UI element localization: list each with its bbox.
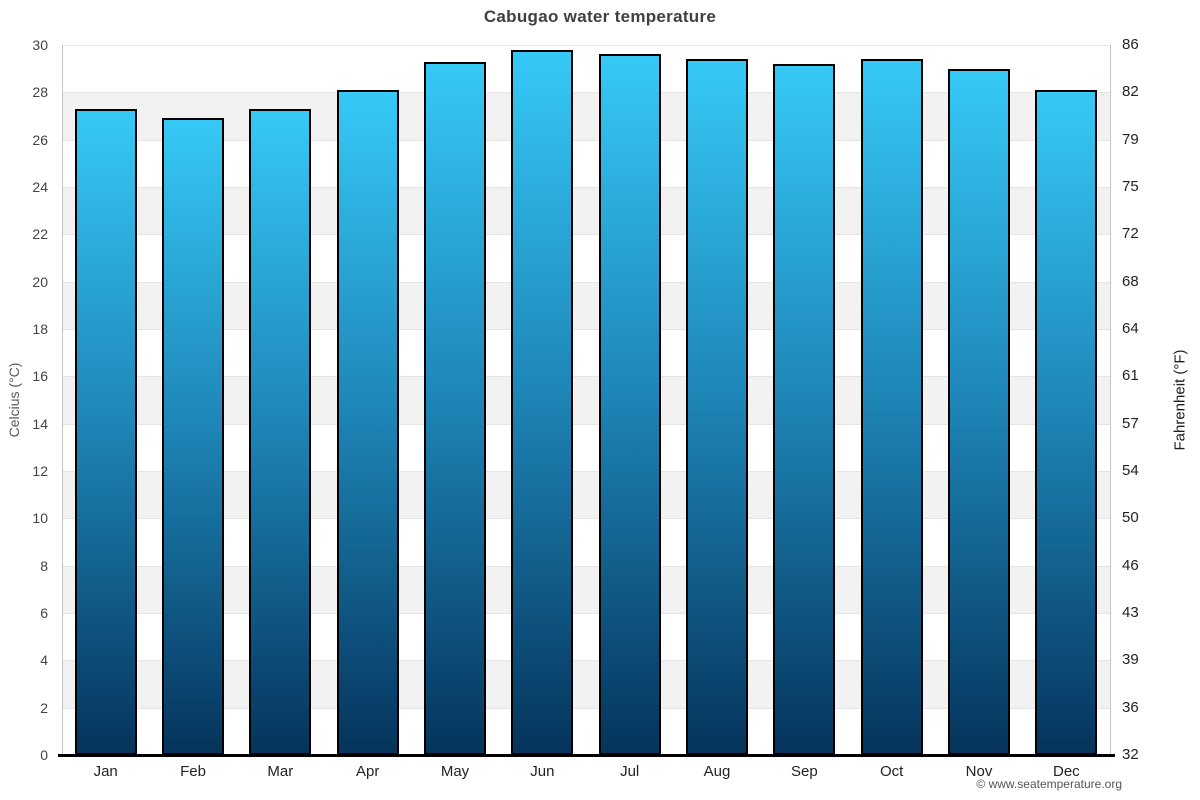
x-tick-jul: Jul	[620, 763, 640, 780]
y-axis-line-left	[62, 45, 63, 755]
x-axis-baseline	[58, 754, 1115, 757]
gridline	[62, 376, 1110, 378]
y-tick-fahrenheit: 82	[1122, 83, 1139, 101]
plot-area	[62, 45, 1110, 756]
y-tick-fahrenheit: 64	[1122, 320, 1139, 337]
y-axis-line-right	[1110, 45, 1111, 755]
y-tick-fahrenheit: 68	[1122, 272, 1139, 290]
x-tick-oct: Oct	[879, 763, 904, 780]
y-tick-celsius: 30	[32, 37, 48, 53]
y-axis-title-celsius: Celcius (°C)	[6, 362, 22, 438]
y-tick-fahrenheit: 57	[1122, 414, 1139, 432]
gridline	[62, 329, 1110, 330]
bar-oct	[860, 59, 923, 755]
x-tick-sep: Sep	[790, 763, 818, 780]
y-tick-fahrenheit: 54	[1122, 462, 1139, 479]
y-tick-celsius: 22	[32, 226, 48, 243]
y-tick-fahrenheit: 86	[1122, 36, 1139, 53]
y-tick-fahrenheit: 72	[1122, 225, 1139, 243]
y-tick-fahrenheit: 46	[1122, 556, 1139, 574]
y-tick-celsius: 0	[40, 747, 48, 763]
x-tick-aug: Aug	[703, 763, 731, 780]
bar-sep	[773, 63, 836, 755]
y-tick-celsius: 10	[32, 510, 48, 527]
plot-band	[62, 139, 1110, 187]
bar-apr	[336, 89, 399, 755]
gridline	[62, 707, 1110, 709]
plot-band	[62, 518, 1110, 566]
y-tick-celsius: 14	[32, 415, 48, 432]
plot-band	[62, 423, 1110, 471]
x-tick-nov: Nov	[965, 763, 993, 780]
y-tick-celsius: 4	[40, 652, 48, 669]
y-tick-fahrenheit: 36	[1122, 698, 1139, 716]
gridline	[62, 139, 1110, 141]
gridline	[62, 660, 1110, 662]
gridline	[62, 281, 1110, 283]
bar-may	[424, 61, 486, 755]
y-tick-fahrenheit: 39	[1122, 651, 1139, 669]
x-tick-mar: Mar	[267, 763, 294, 780]
plot-band	[62, 376, 1110, 424]
gridline	[62, 518, 1110, 520]
gridline	[62, 471, 1110, 472]
plot-band	[62, 565, 1110, 613]
plot-band	[62, 660, 1110, 708]
y-tick-celsius: 28	[32, 84, 48, 101]
y-tick-celsius: 18	[32, 321, 48, 337]
bar-jun	[511, 49, 574, 755]
y-tick-fahrenheit: 50	[1122, 509, 1139, 527]
bar-nov	[948, 68, 1010, 755]
x-tick-feb: Feb	[180, 763, 206, 780]
y-tick-celsius: 12	[32, 463, 48, 479]
plot-band	[62, 234, 1110, 282]
plot-band	[62, 329, 1110, 377]
bar-mar	[249, 108, 312, 755]
y-tick-celsius: 24	[32, 179, 48, 195]
x-tick-may: May	[440, 763, 470, 780]
gridline	[62, 187, 1110, 188]
plot-band	[62, 707, 1110, 755]
chart-title: Cabugao water temperature	[483, 7, 717, 26]
x-tick-jun: Jun	[530, 763, 555, 780]
bar-feb	[162, 118, 224, 755]
y-tick-celsius: 26	[32, 131, 48, 148]
bar-jul	[598, 54, 661, 755]
y-tick-fahrenheit: 61	[1122, 367, 1139, 385]
plot-band	[62, 92, 1110, 140]
y-tick-celsius: 16	[32, 368, 48, 385]
x-tick-jan: Jan	[93, 763, 118, 780]
y-tick-fahrenheit: 75	[1122, 178, 1139, 195]
y-tick-fahrenheit: 32	[1122, 746, 1139, 763]
gridline	[62, 45, 1110, 46]
y-tick-fahrenheit: 43	[1122, 604, 1139, 621]
y-tick-celsius: 8	[40, 557, 48, 574]
plot-band	[62, 281, 1110, 329]
plot-band	[62, 471, 1110, 519]
plot-band	[62, 45, 1110, 93]
gridline	[62, 92, 1110, 94]
bar-dec	[1035, 89, 1098, 755]
bar-jan	[74, 108, 137, 755]
y-tick-fahrenheit: 79	[1122, 130, 1139, 148]
plot-band	[62, 613, 1110, 661]
y-tick-celsius: 6	[40, 605, 48, 621]
copyright-text: © www.seatemperature.org	[976, 777, 1122, 791]
bar-aug	[686, 59, 748, 755]
plot-band	[62, 187, 1110, 235]
y-tick-celsius: 2	[40, 699, 48, 716]
y-tick-celsius: 20	[32, 273, 48, 290]
gridline	[62, 423, 1110, 425]
y-axis-title-fahrenheit: Fahrenheit (°F)	[1171, 349, 1189, 451]
gridline	[62, 565, 1110, 567]
gridline	[62, 613, 1110, 614]
x-tick-dec: Dec	[1052, 763, 1080, 780]
x-tick-apr: Apr	[355, 763, 380, 780]
gridline	[62, 234, 1110, 236]
